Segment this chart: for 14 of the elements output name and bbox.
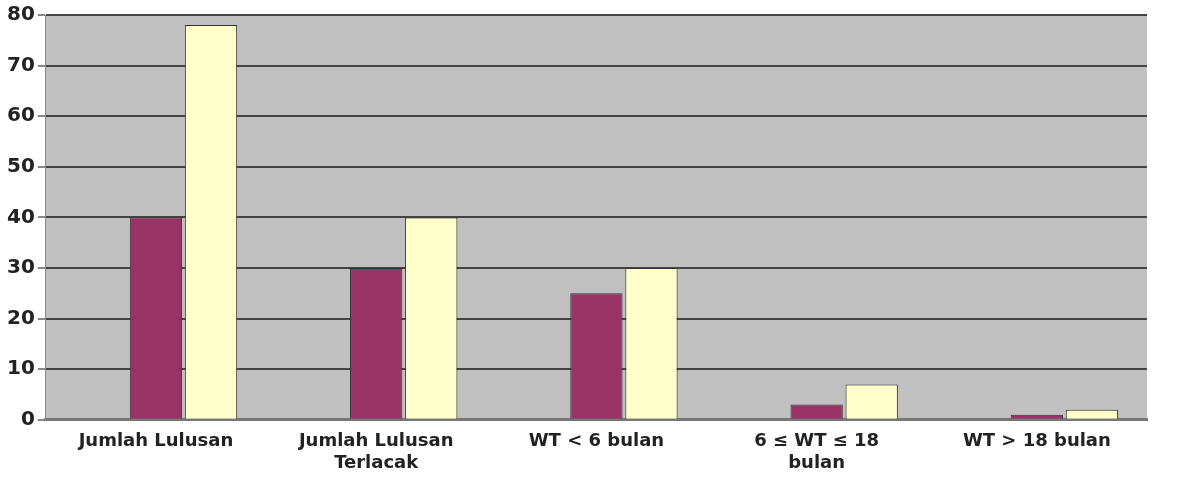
y-tick-label: 60 (6, 102, 35, 127)
y-tick-label: 30 (6, 254, 35, 279)
y-tick-label: 0 (20, 406, 35, 430)
y-tick-label: 10 (6, 355, 35, 380)
x-tick-label: 6 ≤ WT ≤ 18 bulan (754, 429, 880, 472)
y-tick-label: 40 (6, 203, 35, 228)
y-tick-label: 70 (6, 51, 35, 76)
y-tick-label: 20 (6, 304, 35, 329)
x-tick-label: WT < 6 bulan (528, 429, 665, 451)
x-tick-label: WT > 18 bulan (962, 429, 1111, 451)
y-tick-label: 50 (6, 153, 35, 177)
x-tick-label: Jumlah Lulusan (76, 429, 234, 451)
x-tick-label: Jumlah Lulusan Terlacak (296, 429, 454, 472)
y-tick-label: 80 (6, 1, 35, 26)
